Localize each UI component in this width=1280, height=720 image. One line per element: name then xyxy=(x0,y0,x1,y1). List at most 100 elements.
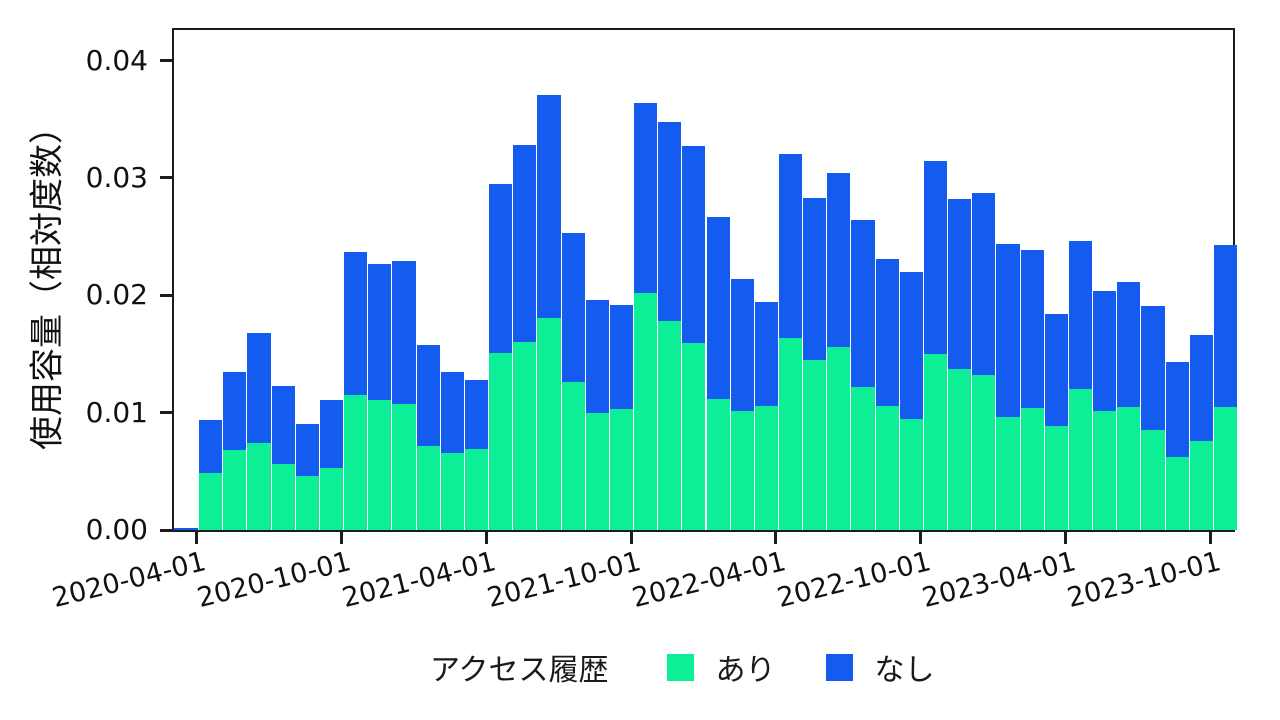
bar-2022-12 xyxy=(971,193,996,530)
segment-あり xyxy=(1165,457,1189,530)
y-axis-label: 使用容量（相対度数） xyxy=(27,110,68,450)
y-tick xyxy=(160,176,172,180)
segment-あり xyxy=(899,418,923,530)
segment-なし xyxy=(1093,290,1117,412)
x-tick-label: 2021-04-01 xyxy=(339,546,500,615)
x-tick xyxy=(194,532,198,544)
segment-なし xyxy=(851,220,875,387)
segment-あり xyxy=(730,411,754,530)
legend-item-nashi: なし xyxy=(825,645,935,689)
bar-2023-01 xyxy=(995,243,1020,530)
bar-2020-12 xyxy=(391,261,416,530)
bar-2021-01 xyxy=(415,344,440,530)
segment-あり xyxy=(948,369,972,530)
bar-2022-10 xyxy=(922,161,948,530)
bar-2020-03 xyxy=(174,527,199,530)
bar-2023-03 xyxy=(1043,314,1068,530)
segment-なし xyxy=(1068,241,1093,390)
segment-なし xyxy=(440,371,464,453)
bar-2020-09 xyxy=(318,399,344,530)
segment-あり xyxy=(803,359,827,530)
bar-2021-04 xyxy=(488,183,513,530)
segment-あり xyxy=(1020,407,1044,530)
y-tick-label: 0.01 xyxy=(85,395,148,429)
legend-label-ari: あり xyxy=(715,653,776,688)
segment-あり xyxy=(1044,425,1068,530)
segment-なし xyxy=(247,332,271,444)
x-tick xyxy=(339,532,343,544)
segment-なし xyxy=(827,173,851,347)
bar-2021-06 xyxy=(536,94,561,530)
segment-あり xyxy=(972,375,996,530)
segment-なし xyxy=(223,371,247,451)
bar-2020-07 xyxy=(270,385,295,530)
legend-swatch-nashi xyxy=(825,653,853,681)
segment-あり xyxy=(295,476,319,530)
segment-あり xyxy=(827,346,851,530)
segment-あり xyxy=(875,405,899,530)
segment-あり xyxy=(392,404,416,530)
bar-2021-11 xyxy=(657,121,682,530)
segment-あり xyxy=(1093,411,1117,530)
segment-あり xyxy=(1213,406,1237,530)
y-tick-label: 0.04 xyxy=(85,43,148,77)
segment-あり xyxy=(634,292,658,530)
y-tick-label: 0.00 xyxy=(85,513,148,546)
segment-あり xyxy=(1117,406,1141,530)
x-tick xyxy=(774,532,778,544)
segment-なし xyxy=(319,399,344,468)
bars-container xyxy=(174,30,1237,530)
segment-あり xyxy=(923,353,948,530)
segment-なし xyxy=(1117,282,1141,407)
legend-swatch-ari xyxy=(666,653,694,681)
segment-あり xyxy=(706,398,730,530)
segment-あり xyxy=(199,472,223,530)
segment-なし xyxy=(392,261,416,405)
bar-2020-05 xyxy=(222,371,247,530)
segment-なし xyxy=(561,233,585,383)
segment-なし xyxy=(803,197,827,360)
segment-なし xyxy=(199,419,223,473)
x-tick-label: 2020-10-01 xyxy=(194,546,355,615)
x-tick-label: 2022-10-01 xyxy=(774,546,934,615)
segment-なし xyxy=(730,278,754,412)
segment-なし xyxy=(754,302,778,406)
segment-なし xyxy=(513,145,537,343)
segment-あり xyxy=(319,467,344,530)
segment-なし xyxy=(923,161,948,354)
x-tick-label: 2023-10-01 xyxy=(1064,546,1224,615)
segment-なし xyxy=(585,299,609,413)
bar-2020-11 xyxy=(367,263,392,530)
x-tick-label: 2022-04-01 xyxy=(629,546,790,615)
segment-なし xyxy=(295,424,319,477)
segment-あり xyxy=(1189,440,1213,530)
bar-2022-03 xyxy=(753,302,778,530)
bar-2022-04 xyxy=(777,154,803,530)
segment-あり xyxy=(585,412,609,530)
bar-2022-09 xyxy=(898,271,923,530)
segment-あり xyxy=(609,409,634,530)
segment-あり xyxy=(513,342,537,530)
y-tick-label: 0.03 xyxy=(85,160,148,194)
x-tick-label: 2021-10-01 xyxy=(484,546,645,615)
segment-あり xyxy=(489,352,513,530)
y-tick-label: 0.02 xyxy=(85,278,148,312)
bar-2022-05 xyxy=(802,197,827,530)
x-tick xyxy=(919,532,923,544)
y-tick xyxy=(160,293,172,297)
segment-なし xyxy=(658,121,682,322)
bar-2020-08 xyxy=(294,424,319,530)
segment-なし xyxy=(948,199,972,370)
bar-2021-05 xyxy=(512,145,537,530)
bar-2023-06 xyxy=(1116,282,1141,530)
segment-なし xyxy=(344,251,368,396)
segment-あり xyxy=(344,395,368,530)
bar-2022-01 xyxy=(705,216,730,530)
segment-なし xyxy=(1020,249,1044,408)
bar-2022-06 xyxy=(826,173,851,530)
segment-なし xyxy=(489,183,513,353)
bar-2021-02 xyxy=(439,371,464,530)
segment-なし xyxy=(1044,314,1068,426)
segment-あり xyxy=(682,343,706,530)
bar-2021-09 xyxy=(608,304,634,530)
